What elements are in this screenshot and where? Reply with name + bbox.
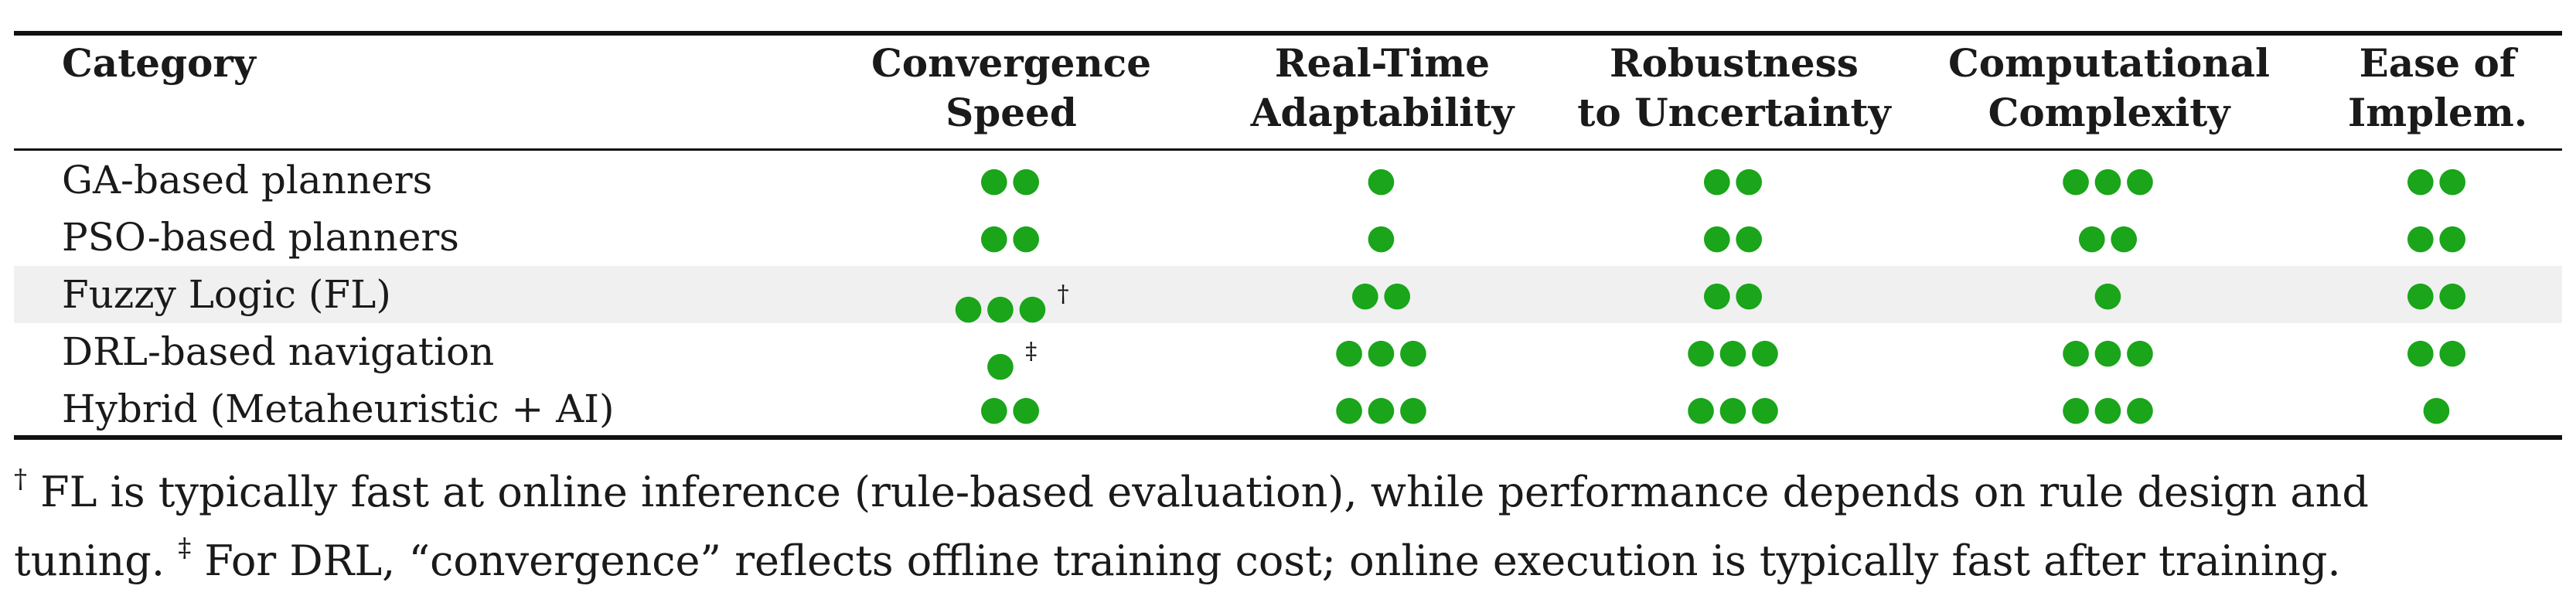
double-dagger-footnote-mark: ‡: [1025, 338, 1038, 365]
dots: ●●: [1702, 160, 1767, 199]
footnote-line-1: † FL is typically fast at online inferen…: [14, 451, 2562, 520]
rating-dots: ●●: [2318, 266, 2557, 323]
footnote-text-2a: tuning.: [14, 536, 179, 585]
footnote-text-1: FL is typically fast at online inference…: [27, 468, 2369, 516]
rating-dots: ●●●: [1220, 380, 1545, 437]
dots: ●●: [1702, 274, 1767, 314]
rating-dots: ●●: [2318, 152, 2557, 209]
header-line1: Ease of: [2359, 40, 2516, 86]
rating-dots: ●: [2318, 380, 2557, 437]
header-line1: Convergence: [871, 40, 1152, 86]
dots: ●●: [1350, 274, 1415, 314]
dots: ●: [1366, 217, 1399, 257]
table-row: DRL-based navigation ● ‡ ●●● ●●● ●●● ●●: [14, 323, 2562, 384]
rating-dots: ●●●: [1931, 152, 2287, 209]
header-line2: Implem.: [2347, 90, 2528, 135]
rating-dots: ●●●: [1931, 380, 2287, 437]
header-line2: to Uncertainty: [1577, 90, 1891, 135]
dots: ●●●: [1334, 332, 1431, 371]
table-header-rule: [14, 148, 2562, 151]
rating-dots: ●●● †: [845, 266, 1177, 327]
rating-dots: ●●: [1220, 266, 1545, 323]
dagger-footnote-mark: †: [1057, 281, 1069, 308]
dots: ●●: [2405, 274, 2470, 314]
row-label: GA-based planners: [62, 158, 433, 203]
table-row: GA-based planners ●● ● ●● ●●● ●●: [14, 152, 2562, 209]
row-label: DRL-based navigation: [62, 329, 495, 374]
header-line1: Computational: [1947, 40, 2271, 86]
header-robustness: Robustness to Uncertainty: [1572, 39, 1896, 147]
rating-dots: ●●●: [1572, 380, 1896, 437]
rating-dots: ● ‡: [845, 323, 1177, 384]
dots: ●: [1366, 160, 1399, 199]
header-line2: Complexity: [1988, 90, 2230, 135]
dots: ●●: [2405, 217, 2470, 257]
rating-dots: ●●●: [1572, 323, 1896, 380]
dots: ●●●: [1334, 389, 1431, 428]
dots: ●●: [2077, 217, 2142, 257]
rating-dots: ●●: [845, 152, 1177, 209]
header-line1: Robustness: [1610, 40, 1859, 86]
dots: ●●: [2405, 160, 2470, 199]
rating-dots: ●: [1220, 152, 1545, 209]
row-label: PSO-based planners: [62, 215, 459, 260]
footnote-text-2b: For DRL, “convergence” reflects offline …: [191, 536, 2341, 585]
header-line1: Real-Time: [1274, 40, 1491, 86]
dots: ●●: [979, 217, 1044, 257]
row-label: Fuzzy Logic (FL): [62, 272, 391, 317]
rating-dots: ●●: [1572, 152, 1896, 209]
dots: ●●: [1702, 217, 1767, 257]
rating-dots: ●: [1931, 266, 2287, 323]
table-row: Fuzzy Logic (FL) ●●● † ●● ●● ● ●●: [14, 266, 2562, 327]
rating-dots: ●●: [845, 209, 1177, 266]
rating-dots: ●●: [1572, 266, 1896, 323]
header-category-text: Category: [62, 40, 256, 86]
dots: ●●●: [1685, 389, 1783, 428]
header-computational-complexity: Computational Complexity: [1931, 39, 2287, 147]
table-bottom-rule: [14, 435, 2562, 440]
header-convergence-speed: Convergence Speed: [845, 39, 1177, 147]
footnote-line-2: tuning. ‡ For DRL, “convergence” reflect…: [14, 520, 2562, 589]
rating-dots: ●: [1220, 209, 1545, 266]
dots: ●●●: [1685, 332, 1783, 371]
rating-dots: ●●: [1931, 209, 2287, 266]
dots: ●●●: [2060, 389, 2158, 428]
row-label: Hybrid (Metaheuristic + AI): [62, 386, 615, 431]
dots: ●●●: [953, 288, 1050, 327]
double-dagger-symbol: ‡: [178, 533, 192, 563]
dots: ●: [985, 345, 1018, 384]
rating-dots: ●●●: [1220, 323, 1545, 380]
header-line2: Speed: [946, 90, 1077, 135]
dots: ●●●: [2060, 160, 2158, 199]
rating-dots: ●●: [2318, 209, 2557, 266]
table-row: Hybrid (Metaheuristic + AI) ●● ●●● ●●● ●…: [14, 380, 2562, 437]
table-row: PSO-based planners ●● ● ●● ●● ●●: [14, 209, 2562, 266]
dagger-symbol: †: [14, 464, 27, 495]
rating-dots: ●●: [2318, 323, 2557, 380]
dots: ●●: [979, 160, 1044, 199]
header-real-time-adaptability: Real-Time Adaptability: [1220, 39, 1545, 147]
dots: ●●: [979, 389, 1044, 428]
table-top-rule: [14, 31, 2562, 36]
header-ease-of-implementation: Ease of Implem.: [2318, 39, 2557, 147]
dots: ●●: [2405, 332, 2470, 371]
header-line2: Adaptability: [1250, 90, 1515, 135]
rating-dots: ●●●: [1931, 323, 2287, 380]
rating-dots: ●●: [845, 380, 1177, 437]
dots: ●: [2093, 274, 2125, 314]
header-category: Category: [62, 39, 526, 147]
dots: ●: [2421, 389, 2454, 428]
rating-dots: ●●: [1572, 209, 1896, 266]
dots: ●●●: [2060, 332, 2158, 371]
table-footnote: † FL is typically fast at online inferen…: [14, 451, 2562, 589]
